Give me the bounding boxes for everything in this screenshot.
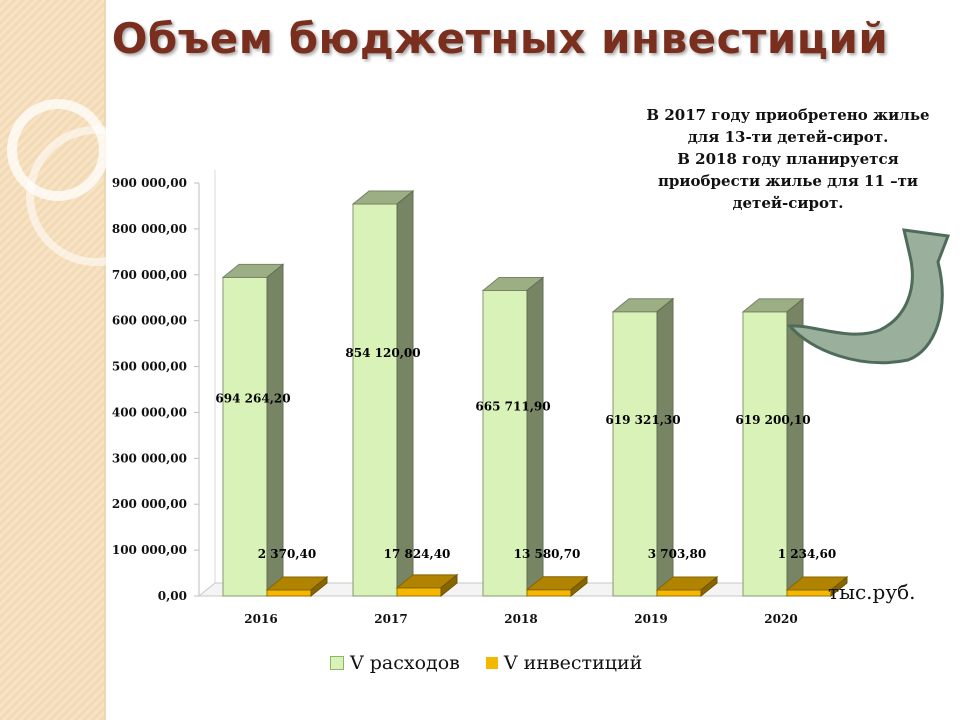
bar-expenses [481, 276, 545, 598]
y-tick-label: 500 000,00 [112, 360, 187, 374]
annotation-note: В 2017 году приобретено жилье для 13-ти … [628, 104, 948, 214]
bar-investments-front [526, 589, 572, 597]
bar-investments-side [440, 573, 458, 598]
bar-investments-front [656, 589, 702, 597]
data-label-expenses: 854 120,00 [345, 346, 420, 360]
y-tick-label: 800 000,00 [112, 222, 187, 236]
bar-expenses [741, 297, 805, 598]
bar-investments-side [700, 575, 718, 598]
bar-investments-front [396, 587, 442, 597]
side-divider-line [104, 0, 106, 720]
bar-expenses [221, 263, 285, 598]
bar-expenses-front [742, 311, 788, 597]
data-label-expenses: 694 264,20 [215, 391, 290, 405]
x-tick-label: 2016 [244, 612, 277, 626]
note-line: детей-сирот. [732, 194, 844, 212]
y-tick-label: 700 000,00 [112, 268, 187, 282]
legend-swatch-expenses [330, 656, 344, 670]
x-tick-label: 2017 [374, 612, 407, 626]
bar-investments [265, 575, 329, 598]
note-line: для 13-ти детей-сирот. [687, 128, 889, 146]
bar-expenses-front [222, 276, 268, 597]
legend-item-investments: V инвестиций [485, 652, 643, 674]
y-tick-label: 300 000,00 [112, 451, 187, 465]
bar-expenses-side [396, 190, 414, 598]
legend-label-investments: V инвестиций [503, 652, 643, 674]
legend-swatch-investments [485, 657, 498, 669]
bar-expenses [351, 190, 415, 598]
bar-investments-front [266, 589, 312, 597]
data-label-investments: 13 580,70 [514, 547, 581, 561]
bar-investments [395, 573, 459, 598]
curved-arrow-icon [787, 228, 951, 365]
data-label-expenses: 619 321,30 [605, 413, 680, 427]
bar-investments-front [786, 589, 832, 597]
legend-item-expenses: V расходов [330, 652, 460, 674]
bar-expenses-front [612, 311, 658, 597]
y-tick-label: 400 000,00 [112, 405, 187, 419]
data-label-investments: 17 824,40 [384, 547, 451, 561]
x-tick-label: 2018 [504, 612, 537, 626]
bar-investments-side [310, 575, 328, 598]
bar-investments [785, 575, 849, 598]
decorative-circles [7, 99, 140, 266]
bar-investments-side [570, 575, 588, 598]
unit-label: тыс.руб. [828, 580, 916, 604]
y-tick-label: 900 000,00 [112, 176, 187, 190]
bar-investments [655, 575, 719, 598]
data-label-investments: 1 234,60 [778, 547, 836, 561]
data-label-investments: 2 370,40 [258, 547, 316, 561]
y-tick-label: 100 000,00 [112, 543, 187, 557]
legend-label-expenses: V расходов [350, 652, 460, 674]
x-tick-label: 2019 [634, 612, 667, 626]
bar-investments-side [830, 575, 848, 598]
x-tick-label: 2020 [764, 612, 797, 626]
bar-investments [525, 575, 589, 598]
chart-legend: V расходов V инвестиций [330, 650, 668, 676]
data-label-expenses: 619 200,10 [735, 413, 810, 427]
data-label-investments: 3 703,80 [648, 547, 706, 561]
note-line: приобрести жилье для 11 –ти [657, 172, 919, 190]
data-label-expenses: 665 711,90 [475, 400, 550, 414]
y-tick-label: 0,00 [158, 589, 187, 603]
page-title: Объем бюджетных инвестиций [111, 14, 889, 63]
y-tick-label: 600 000,00 [112, 314, 187, 328]
bar-expenses-front [352, 203, 398, 597]
y-tick-label: 200 000,00 [112, 497, 187, 511]
bar-expenses [611, 297, 675, 598]
note-line: В 2017 году приобретено жилье [646, 106, 930, 124]
note-line: В 2018 году планируется [677, 150, 899, 168]
